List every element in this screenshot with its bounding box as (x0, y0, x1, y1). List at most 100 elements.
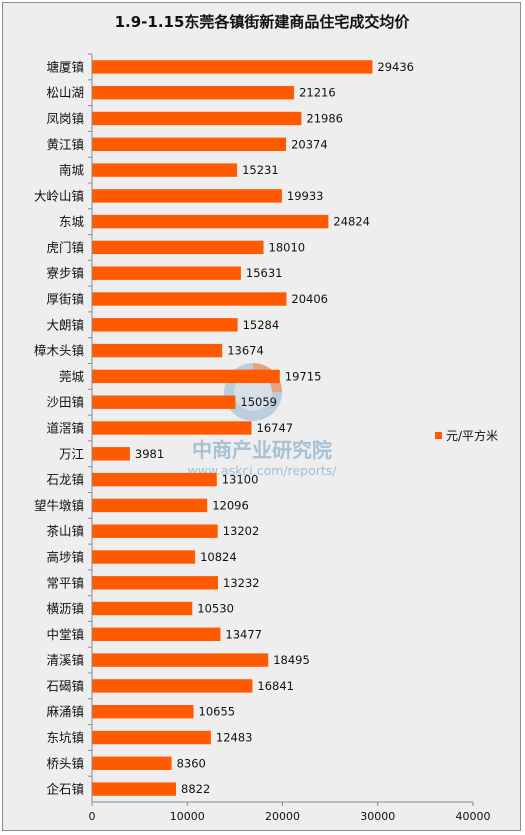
bar (92, 472, 217, 487)
x-tick-label: 40000 (456, 810, 491, 823)
category-label: 虎门镇 (46, 240, 84, 255)
bar-value-label: 12096 (212, 498, 249, 512)
bar (92, 343, 223, 358)
legend-swatch (435, 432, 442, 439)
bar-value-label: 18495 (273, 653, 310, 667)
bar (92, 550, 196, 564)
category-label: 沙田镇 (46, 395, 84, 410)
bar (92, 756, 172, 770)
watermark-url: www.askci.com/reports/ (187, 463, 337, 478)
bar (92, 447, 130, 461)
category-label: 石龙镇 (46, 472, 84, 487)
bar-value-label: 13477 (225, 627, 262, 641)
category-label: 厚街镇 (46, 292, 84, 307)
category-label: 望牛墩镇 (34, 498, 84, 513)
category-label: 横沥镇 (46, 601, 84, 616)
bar-value-label: 29436 (377, 60, 414, 74)
category-label: 寮步镇 (46, 266, 84, 281)
bar (92, 60, 373, 74)
bar (92, 86, 295, 100)
bar (92, 137, 287, 151)
category-label: 莞城 (59, 369, 85, 384)
category-label: 东坑镇 (46, 730, 84, 745)
bar-value-label: 21986 (306, 112, 343, 126)
bar-value-label: 20406 (291, 292, 328, 306)
category-label: 道滘镇 (46, 421, 84, 436)
bar (92, 705, 194, 719)
bar-value-label: 10530 (197, 602, 234, 616)
bar-value-label: 8822 (181, 782, 210, 796)
category-label: 中堂镇 (46, 627, 84, 642)
x-tick-label: 30000 (360, 810, 395, 823)
category-label: 桥头镇 (46, 756, 84, 771)
bar (92, 524, 218, 538)
bar-value-label: 15231 (242, 163, 279, 177)
bar-value-label: 18010 (269, 240, 306, 254)
bar-value-label: 24824 (333, 215, 370, 229)
bar-value-label: 10655 (199, 705, 236, 719)
category-label: 石碣镇 (46, 678, 84, 693)
chart-title: 1.9-1.15东莞各镇街新建商品住宅成交均价 (115, 13, 411, 31)
x-tick-label: 20000 (265, 810, 300, 823)
bar (92, 369, 280, 384)
bar-value-label: 16747 (257, 421, 294, 435)
bars-layer: 29436 21216 21986 20374 15231 19933 24824 18010… (92, 60, 414, 796)
category-label: 大岭山镇 (34, 188, 84, 203)
category-label: 南城 (59, 163, 85, 178)
bar (92, 214, 329, 229)
category-label: 企石镇 (46, 782, 84, 797)
bar (92, 627, 221, 641)
watermark-name: 中商产业研究院 (192, 438, 332, 462)
category-label: 大朗镇 (46, 317, 84, 332)
category-label: 麻涌镇 (46, 704, 84, 719)
axis-layer: 塘厦镇松山湖凤岗镇黄江镇南城大岭山镇东城虎门镇寮步镇厚街镇大朗镇樟木头镇莞城沙田… (34, 53, 491, 823)
category-label: 东城 (59, 214, 85, 229)
bar-value-label: 13100 (222, 473, 259, 487)
category-label: 茶山镇 (46, 524, 84, 539)
x-tick-label: 10000 (170, 810, 205, 823)
bar-value-label: 15284 (243, 318, 280, 332)
bar-value-label: 15059 (240, 395, 277, 409)
category-label: 樟木头镇 (34, 343, 84, 358)
bar (92, 163, 238, 177)
legend: 元/平方米 (435, 428, 498, 443)
category-label: 松山湖 (46, 85, 84, 100)
bar (92, 653, 269, 667)
x-tick-label: 0 (89, 810, 96, 823)
bar-value-label: 16841 (257, 679, 294, 693)
bar-value-label: 3981 (135, 447, 164, 461)
bar (92, 421, 252, 435)
bar (92, 782, 176, 796)
bar (92, 601, 193, 616)
bar-value-label: 19933 (287, 189, 324, 203)
bar-value-label: 12483 (216, 731, 253, 745)
bar (92, 318, 238, 332)
bar-value-label: 13674 (227, 344, 264, 358)
bar (92, 292, 287, 306)
category-label: 万江 (59, 446, 84, 461)
bar (92, 266, 241, 280)
bar-value-label: 8360 (177, 756, 206, 770)
bar-value-label: 13232 (223, 576, 260, 590)
bar-value-label: 15631 (246, 266, 283, 280)
category-label: 高埗镇 (46, 550, 84, 565)
bar (92, 395, 236, 409)
bar-value-label: 21216 (299, 86, 336, 100)
category-label: 塘厦镇 (46, 59, 84, 74)
legend-label: 元/平方米 (446, 428, 498, 443)
bar (92, 498, 208, 513)
bar-value-label: 20374 (291, 137, 328, 151)
bar (92, 111, 302, 126)
bar-value-label: 13202 (223, 524, 260, 538)
category-label: 黄江镇 (46, 137, 84, 152)
bar (92, 240, 264, 255)
category-label: 凤岗镇 (46, 111, 84, 126)
bar-value-label: 19715 (285, 369, 322, 383)
category-label: 清溪镇 (46, 653, 84, 668)
bar (92, 576, 218, 590)
bar (92, 679, 253, 693)
bar-value-label: 10824 (200, 550, 237, 564)
bar (92, 189, 282, 203)
bar (92, 730, 211, 745)
